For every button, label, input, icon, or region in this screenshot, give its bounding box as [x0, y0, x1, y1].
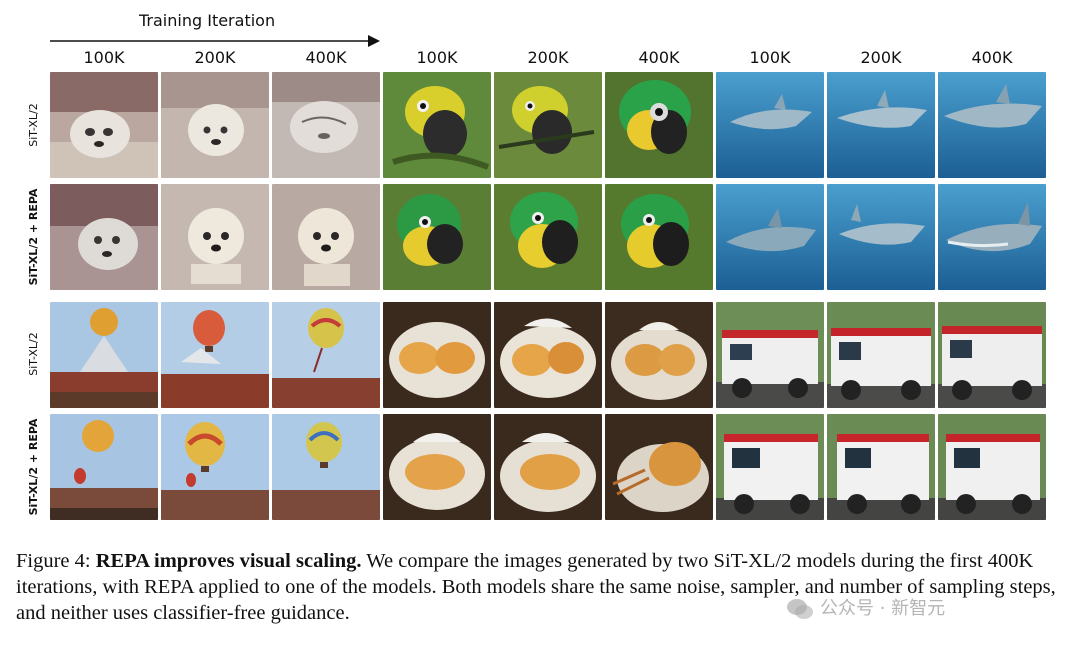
image-parrot	[494, 72, 602, 178]
image-fire-truck	[938, 414, 1046, 520]
image-hot-air-balloon	[161, 302, 269, 408]
caption-title: REPA improves visual scaling.	[95, 550, 362, 572]
image-sandwich	[605, 302, 713, 408]
watermark-text: 公众号 · 新智元	[820, 598, 946, 619]
image-sandwich	[494, 302, 602, 408]
training-iteration-label: Training Iteration	[139, 11, 276, 30]
image-parrot	[383, 72, 491, 178]
caption-figure-label: Figure 4:	[16, 550, 91, 572]
image-hot-air-balloon	[50, 414, 158, 520]
image-dog	[272, 72, 380, 178]
column-label-100k: 100K	[83, 48, 125, 67]
column-label-200k: 200K	[860, 48, 902, 67]
image-sandwich	[383, 302, 491, 408]
image-parrot	[605, 184, 713, 290]
image-fire-truck	[827, 414, 935, 520]
image-hot-air-balloon	[50, 302, 158, 408]
column-label-400k: 400K	[971, 48, 1013, 67]
image-fire-truck	[716, 302, 824, 408]
row-label-sit-baseline: SiT-XL/2	[27, 332, 40, 376]
image-shark	[716, 72, 824, 178]
wechat-icon	[787, 599, 813, 619]
image-hot-air-balloon	[272, 302, 380, 408]
column-label-200k: 200K	[527, 48, 569, 67]
image-hot-air-balloon	[161, 414, 269, 520]
image-dog	[161, 72, 269, 178]
image-parrot	[383, 184, 491, 290]
row-label-sit-repa: SiT-XL/2 + REPA	[27, 188, 40, 286]
image-sandwich	[383, 414, 491, 520]
image-dog	[50, 184, 158, 290]
watermark: 公众号 · 新智元	[786, 594, 1076, 624]
column-label-400k: 400K	[638, 48, 680, 67]
image-dog	[50, 72, 158, 178]
column-label-100k: 100K	[416, 48, 458, 67]
image-shark	[938, 184, 1046, 290]
image-fire-truck	[938, 302, 1046, 408]
figure-caption: Figure 4: REPA improves visual scaling. …	[16, 548, 1068, 626]
image-shark	[938, 72, 1046, 178]
caption-body: We compare the images generated by two S…	[16, 550, 1056, 624]
image-shark	[827, 72, 935, 178]
image-parrot	[605, 72, 713, 178]
image-fire-truck	[827, 302, 935, 408]
column-label-200k: 200K	[194, 48, 236, 67]
row-label-sit-repa: SiT-XL/2 + REPA	[27, 418, 40, 516]
row-label-sit-baseline: SiT-XL/2	[27, 103, 40, 147]
image-shark	[716, 184, 824, 290]
column-label-400k: 400K	[305, 48, 347, 67]
training-arrow-icon	[50, 35, 380, 47]
image-parrot	[494, 184, 602, 290]
image-sandwich	[494, 414, 602, 520]
image-shark	[827, 184, 935, 290]
image-hot-air-balloon	[272, 414, 380, 520]
column-label-100k: 100K	[749, 48, 791, 67]
image-sandwich	[605, 414, 713, 520]
image-dog	[161, 184, 269, 290]
figure-grid: Training Iteration 100K 200K 400K 100K 2…	[27, 11, 1046, 520]
image-dog	[272, 184, 380, 290]
image-fire-truck	[716, 414, 824, 520]
